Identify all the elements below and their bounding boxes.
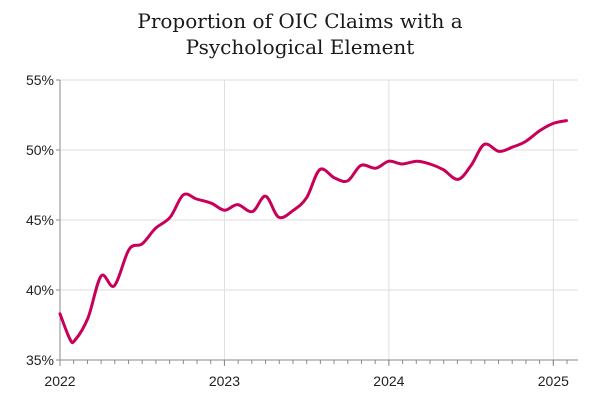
- x-tick-label: 2022: [44, 373, 75, 389]
- y-tick-label: 45%: [26, 212, 54, 228]
- chart-title-line-2: Psychological Element: [186, 35, 415, 59]
- series-line: [58, 119, 568, 345]
- x-tick-label: 2023: [209, 373, 240, 389]
- y-tick-label: 55%: [26, 72, 54, 88]
- series-layer: [58, 119, 568, 345]
- grid-layer: [59, 79, 578, 361]
- chart-title-line-1: Proportion of OIC Claims with a: [137, 9, 462, 33]
- y-tick-label: 50%: [26, 142, 54, 158]
- y-tick-label: 40%: [26, 282, 54, 298]
- x-tick-label: 2025: [538, 373, 569, 389]
- y-tick-label: 35%: [26, 352, 54, 368]
- axis-layer: [56, 79, 578, 366]
- x-tick-label: 2024: [373, 373, 404, 389]
- label-layer: 35% 40% 45% 50% 55% 2022 2023 2024 2025: [26, 72, 569, 389]
